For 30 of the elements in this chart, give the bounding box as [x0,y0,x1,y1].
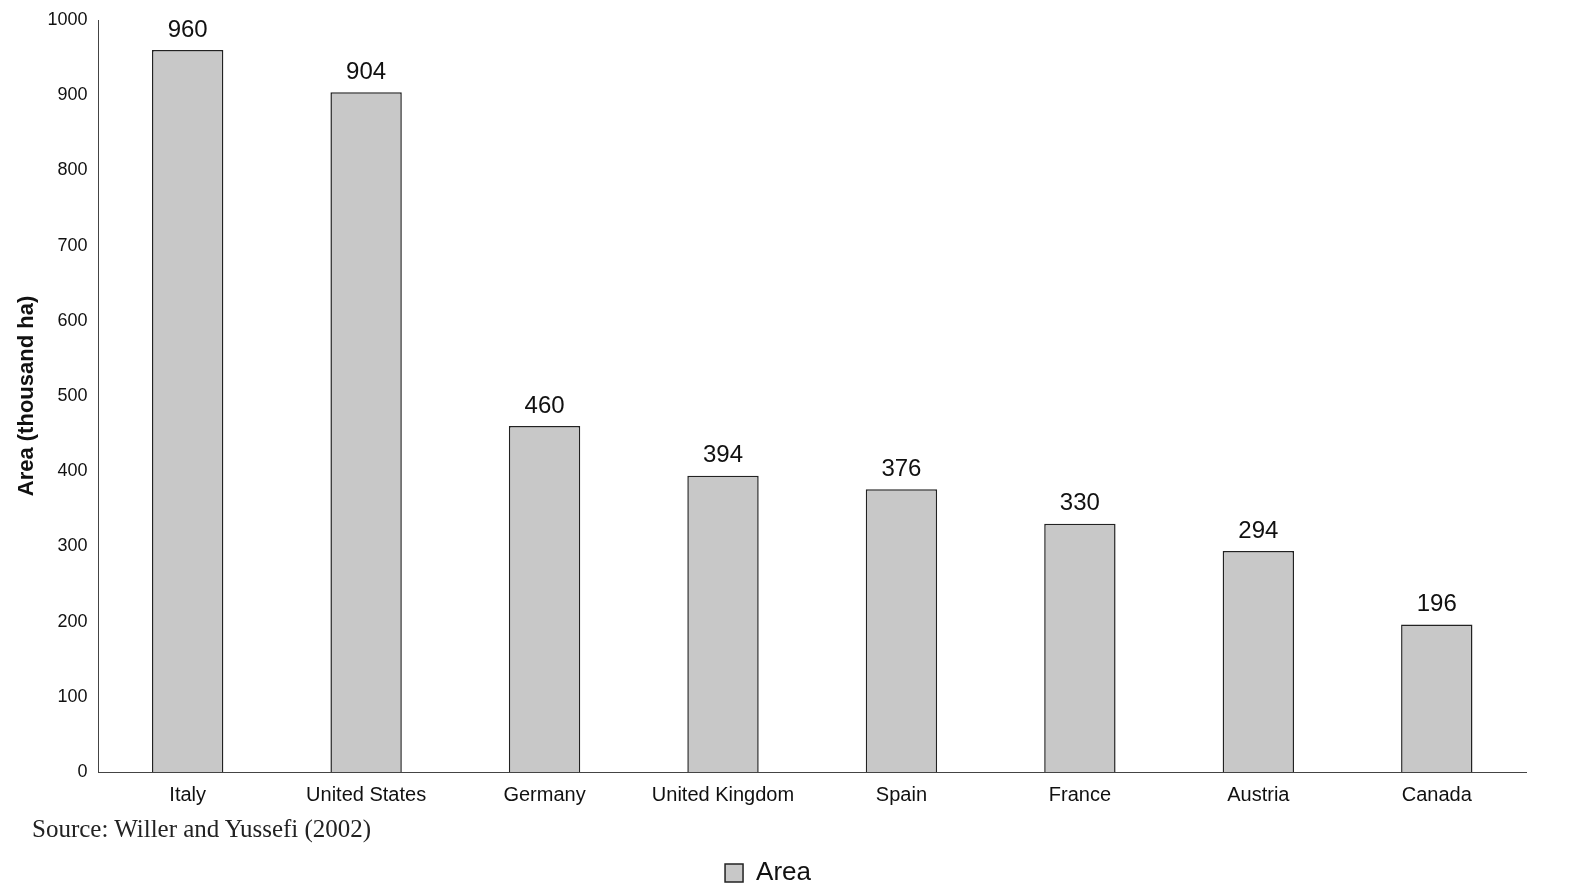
x-tick-label: United States [306,782,427,805]
y-tick-label: 0 [77,760,88,781]
data-label: 460 [524,390,565,418]
y-tick-label: 600 [57,309,88,330]
x-tick-label: Spain [875,782,928,805]
y-tick-label: 1000 [47,8,88,29]
data-label: 394 [702,440,744,468]
y-tick-label: 900 [57,84,88,105]
data-label: 330 [1059,488,1100,516]
data-label: 904 [346,56,387,84]
y-tick-label: 400 [57,460,88,481]
data-label: 960 [167,14,208,42]
y-tick-label: 300 [57,535,88,556]
y-tick-label: 800 [57,159,88,180]
x-tick-label: Austria [1227,782,1291,805]
y-tick-label: 100 [57,685,88,706]
data-label: 196 [1416,589,1457,617]
y-tick-label: 500 [57,384,88,405]
x-tick-label: Germany [503,782,586,805]
x-tick-label: Italy [169,782,207,805]
x-tick-label: France [1048,782,1112,805]
legend-label: Area [756,856,812,887]
y-tick-label: 700 [57,234,88,255]
source-note: Source: Willer and Yussefi (2002) [32,815,372,843]
y-axis-title: Area (thousand ha) [13,295,39,497]
x-tick-label: United Kingdom [651,782,795,805]
data-label: 376 [881,453,922,481]
data-label: 294 [1238,515,1279,543]
x-tick-label: Canada [1401,782,1473,805]
y-tick-label: 200 [57,610,88,631]
